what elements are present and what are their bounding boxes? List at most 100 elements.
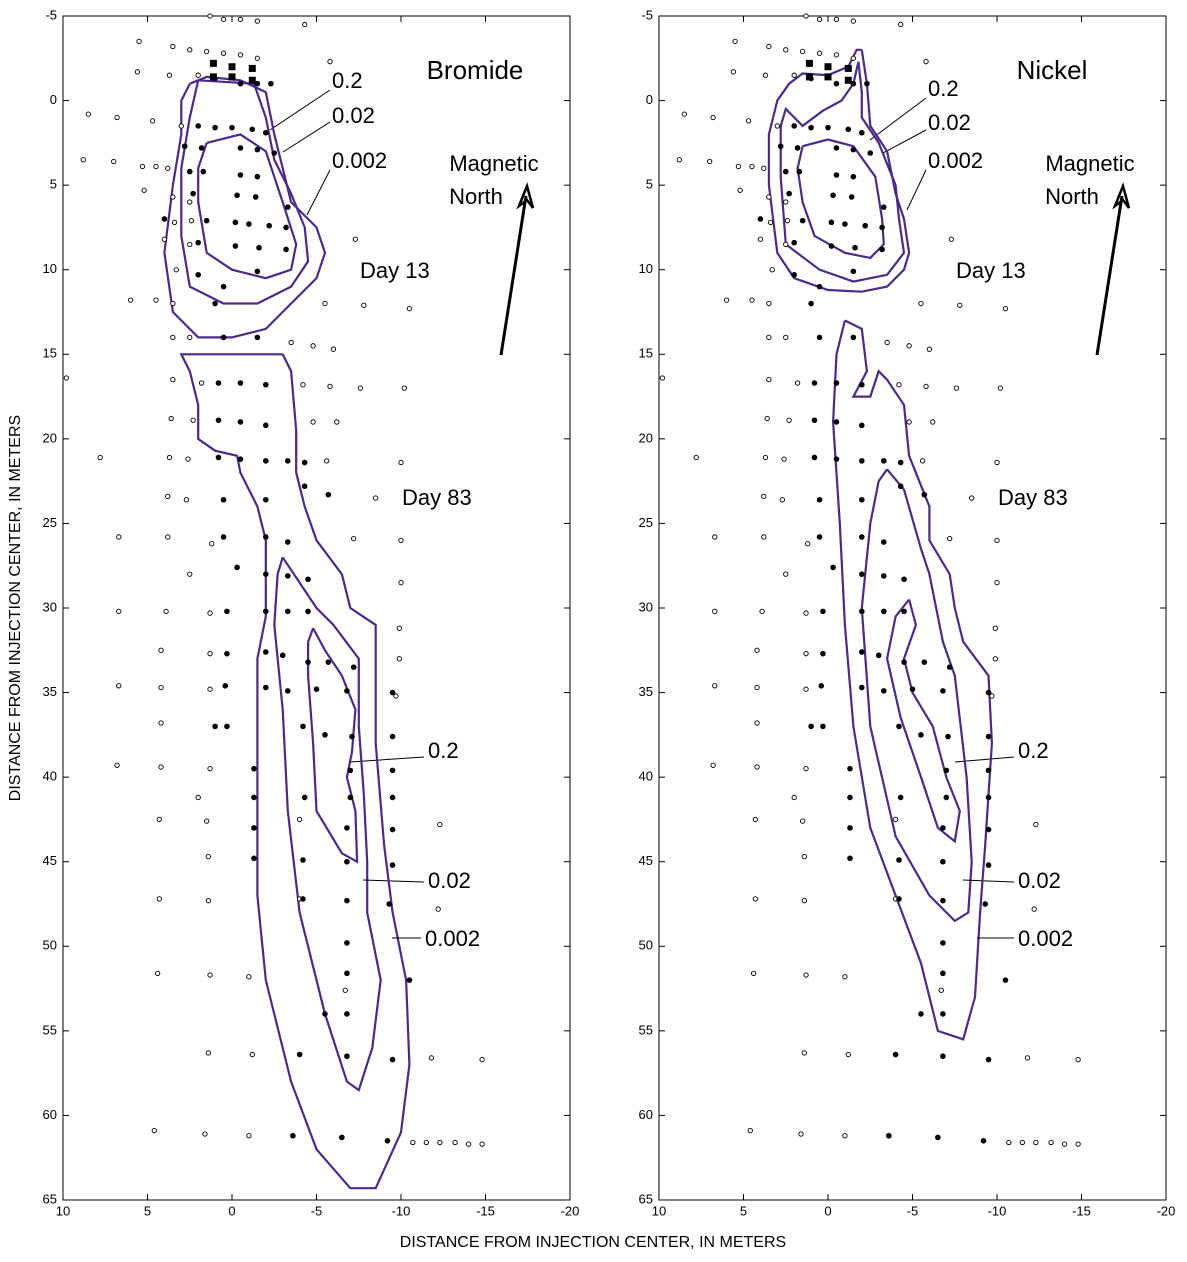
sample-point: [992, 625, 998, 631]
x-tick-label: -20: [1157, 1203, 1176, 1218]
sample-point: [791, 794, 797, 801]
sample-point: [284, 539, 291, 545]
sample-point: [284, 458, 291, 464]
sample-point: [202, 1131, 208, 1137]
sample-point: [401, 385, 408, 391]
sample-point: [754, 684, 760, 691]
sample-point: [234, 564, 240, 571]
sample-point: [801, 853, 807, 860]
sample-point: [816, 496, 823, 503]
sample-point: [195, 794, 201, 801]
sample-point: [263, 458, 269, 464]
x-axis-label: DISTANCE FROM INJECTION CENTER, IN METER…: [400, 1234, 786, 1251]
sample-point: [676, 157, 682, 163]
sample-point: [344, 970, 350, 977]
sample-point: [300, 896, 306, 902]
sample-point: [880, 608, 887, 615]
sample-point: [158, 684, 164, 691]
sample-point: [811, 380, 818, 386]
sample-point: [161, 216, 168, 222]
sample-point: [300, 857, 306, 863]
x-tick-label: 10: [56, 1203, 70, 1218]
sample-point: [389, 689, 396, 696]
sample-point: [479, 1141, 485, 1147]
sample-point: [783, 334, 789, 341]
sample-point: [254, 80, 261, 87]
sample-point: [220, 16, 227, 23]
sample-point: [237, 16, 244, 23]
sample-point: [745, 118, 752, 124]
sample-point: [263, 649, 269, 655]
sample-point: [930, 419, 936, 425]
north-label: North: [449, 184, 503, 209]
sample-point: [263, 571, 269, 577]
sample-point: [279, 652, 286, 659]
contour-label: 0.002: [425, 926, 480, 951]
sample-point: [209, 541, 215, 547]
sample-point: [816, 283, 823, 290]
sample-point: [170, 377, 176, 383]
sample-point: [153, 297, 159, 303]
contour-label: 0.02: [1018, 868, 1061, 893]
sample-point: [808, 124, 814, 131]
sample-point: [879, 246, 885, 253]
sample-point: [850, 55, 856, 61]
sample-point: [845, 1051, 851, 1058]
sample-point: [187, 199, 193, 205]
sample-point: [224, 608, 230, 615]
sample-point: [271, 150, 278, 156]
sample-point: [347, 767, 354, 774]
contour-label: 0.002: [928, 148, 983, 173]
y-tick-label: 45: [43, 853, 57, 868]
sample-point: [766, 194, 772, 200]
sample-point: [203, 217, 210, 224]
sample-point: [783, 241, 789, 247]
sample-point: [151, 1128, 157, 1134]
sample-point: [181, 143, 188, 150]
sample-point: [195, 72, 201, 78]
sample-point: [808, 723, 814, 730]
y-tick-label: 40: [43, 769, 57, 784]
sample-point: [825, 124, 831, 131]
sample-point: [752, 896, 758, 902]
north-arrow: [499, 195, 528, 356]
sample-point: [848, 194, 855, 200]
sample-point: [850, 18, 856, 24]
sample-point: [805, 73, 813, 81]
sample-point: [284, 573, 291, 579]
sample-point: [862, 222, 868, 229]
sample-point: [171, 219, 178, 226]
sample-point: [330, 346, 337, 352]
x-tick-label: -15: [476, 1203, 495, 1218]
sample-point: [352, 236, 359, 242]
sample-point: [111, 158, 117, 165]
sample-point: [994, 579, 1000, 586]
sample-point: [166, 72, 173, 78]
sample-point: [818, 683, 825, 689]
sample-point: [880, 688, 887, 694]
sample-point: [824, 63, 832, 71]
contour-label: 0.02: [428, 868, 471, 893]
sample-point: [220, 50, 227, 56]
sample-point: [154, 970, 161, 976]
sample-point: [357, 385, 364, 391]
sample-point: [166, 454, 173, 461]
sample-point: [710, 762, 716, 768]
sample-point: [833, 419, 840, 425]
sample-point: [994, 537, 1000, 543]
sample-point: [757, 216, 764, 222]
contour-line: [179, 353, 411, 1190]
north-label: Magnetic: [1045, 151, 1134, 176]
x-tick-label: 0: [824, 1203, 831, 1218]
sample-point: [251, 765, 257, 772]
sample-point: [344, 1053, 350, 1060]
sample-point: [327, 59, 333, 65]
sample-point: [325, 659, 332, 665]
sample-point: [207, 686, 213, 692]
sample-point: [757, 236, 764, 242]
sample-point: [389, 794, 396, 801]
sample-point: [263, 129, 269, 136]
sample-point: [209, 59, 217, 67]
sample-point: [305, 608, 311, 615]
sample-point: [296, 1051, 303, 1058]
